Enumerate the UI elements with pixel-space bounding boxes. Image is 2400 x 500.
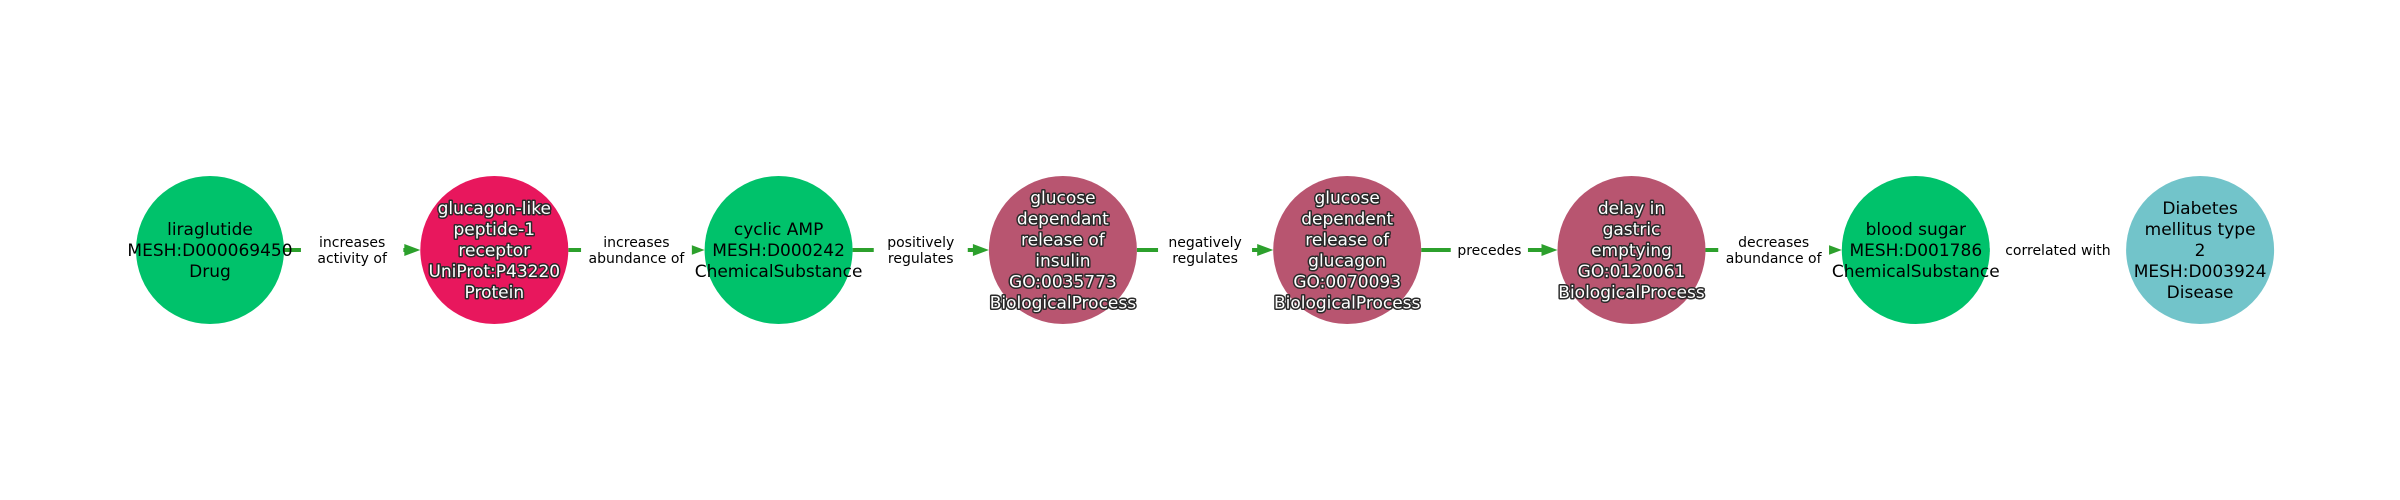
node-label: UniProt:P43220 [428, 262, 560, 282]
node-label: Protein [465, 283, 525, 303]
edge-label-background [873, 232, 968, 268]
node-label: ChemicalSubstance [695, 262, 863, 282]
edge-label: activity of [317, 251, 388, 267]
node-glp1r: glucagon-likepeptide-1receptorUniProt:P4… [420, 176, 569, 324]
node-circle [704, 176, 853, 324]
node-circle [136, 176, 284, 324]
node-label: Drug [189, 262, 231, 282]
node-label: MESH:D000242 [712, 241, 845, 261]
node-gastric-emptying: delay ingastricemptyingGO:0120061Biologi… [1557, 176, 1706, 324]
edge-label-background [1450, 240, 1528, 260]
node-label: release of [1021, 231, 1106, 251]
node-label: BiologicalProcess [1274, 294, 1421, 314]
edge-glucagon-release-to-gastric-emptying: precedes [1421, 240, 1558, 260]
node-label: mellitus type [2145, 220, 2256, 240]
arrowhead-icon [688, 244, 705, 256]
node-circle [1557, 176, 1706, 324]
node-circle [988, 176, 1137, 324]
node-label: GO:0120061 [1578, 262, 1686, 282]
edge-blood-sugar-to-diabetes-t2: correlated with [1989, 240, 2127, 260]
node-label: liraglutide [167, 220, 253, 240]
node-label: GO:0035773 [1009, 273, 1117, 293]
edge-label: correlated with [2005, 243, 2110, 259]
node-label: delay in [1598, 199, 1665, 219]
edge-label: regulates [1172, 251, 1238, 267]
edge-label-background [1989, 240, 2126, 260]
edge-label: positively [887, 235, 954, 251]
arrowhead-icon [1541, 244, 1558, 256]
node-label: gastric [1603, 220, 1661, 240]
edge-label-background [1158, 232, 1253, 268]
edge-label-background [1718, 232, 1830, 268]
edge-label: precedes [1457, 243, 1521, 259]
node-label: GO:0070093 [1293, 273, 1401, 293]
node-circle [2126, 176, 2275, 324]
arrowhead-icon [972, 244, 989, 256]
node-label: MESH:D001786 [1849, 241, 1982, 261]
edge-label: abundance of [589, 251, 686, 267]
node-label: peptide-1 [453, 220, 535, 240]
node-label: Disease [2167, 283, 2234, 303]
node-label: dependent [1301, 210, 1393, 230]
node-circle [420, 176, 569, 324]
node-label: BiologicalProcess [990, 294, 1137, 314]
node-label: cyclic AMP [734, 220, 824, 240]
node-label: glucose [1030, 189, 1095, 209]
node-label: MESH:D003924 [2134, 262, 2267, 282]
edge-label: decreases [1738, 235, 1809, 251]
node-label: MESH:D000069450 [127, 241, 292, 261]
node-label: release of [1305, 231, 1390, 251]
edge-label-background [300, 232, 404, 268]
node-circle [1273, 176, 1422, 324]
node-label: emptying [1591, 241, 1672, 261]
node-label: 2 [2195, 241, 2206, 261]
arrowhead-icon [404, 244, 421, 256]
node-label: blood sugar [1866, 220, 1966, 240]
node-label: BiologicalProcess [1558, 283, 1705, 303]
node-label: Diabetes [2162, 199, 2238, 219]
edge-label: regulates [888, 251, 954, 267]
node-label: insulin [1035, 252, 1090, 272]
edge-label-background [581, 232, 692, 268]
edge-label: negatively [1168, 235, 1241, 251]
arrowhead-icon [1257, 244, 1274, 256]
node-label: glucagon [1308, 252, 1386, 272]
edge-label: increases [319, 235, 385, 251]
edge-label: increases [603, 235, 669, 251]
edge-label: abundance of [1726, 251, 1823, 267]
node-label: ChemicalSubstance [1832, 262, 2000, 282]
node-label: dependant [1017, 210, 1109, 230]
node-label: glucose [1315, 189, 1380, 209]
arrowhead-icon [1825, 244, 1842, 256]
node-circle [1841, 176, 1990, 324]
node-label: glucagon-like [438, 199, 551, 219]
node-label: receptor [458, 241, 530, 261]
